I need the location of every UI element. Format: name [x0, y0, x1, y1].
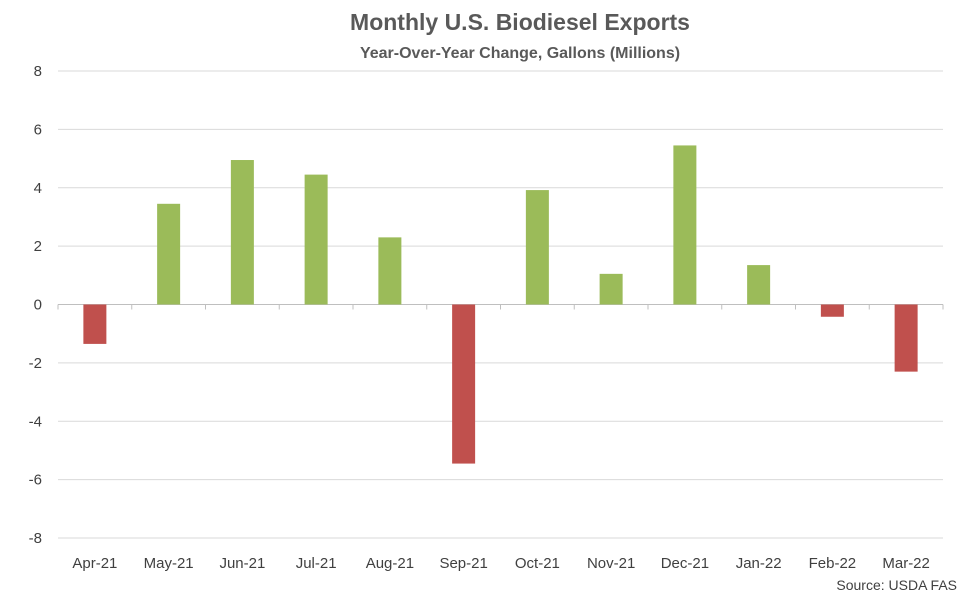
x-tick-label: Nov-21 — [587, 555, 635, 572]
chart-subtitle: Year-Over-Year Change, Gallons (Millions… — [360, 45, 680, 62]
bar-nov-21 — [599, 273, 623, 305]
x-tick-label: May-21 — [144, 555, 194, 572]
bar-aug-21 — [378, 237, 402, 305]
x-tick-label: Aug-21 — [366, 555, 414, 572]
x-tick-label: Oct-21 — [515, 555, 560, 572]
bar-jun-21 — [230, 160, 254, 305]
x-tick-label: Sep-21 — [439, 555, 487, 572]
x-tick-label: Jan-22 — [736, 555, 782, 572]
bar-oct-21 — [525, 190, 549, 305]
y-axis-ticks: 8 6 4 2 0 -2 -4 -6 -8 — [29, 63, 42, 547]
bar-apr-21 — [83, 304, 107, 344]
x-tick-label: Jul-21 — [296, 555, 337, 572]
bar-mar-22 — [894, 304, 918, 372]
y-tick-label: 8 — [34, 63, 42, 80]
chart-title: Monthly U.S. Biodiesel Exports — [350, 9, 690, 35]
source-note: Source: USDA FAS — [836, 577, 957, 593]
bar-may-21 — [157, 203, 181, 305]
x-tick-label: Feb-22 — [809, 555, 857, 572]
bar-dec-21 — [673, 145, 697, 305]
bar-feb-22 — [820, 304, 844, 317]
y-tick-label: 4 — [34, 180, 42, 197]
y-tick-label: 2 — [34, 238, 42, 255]
x-tick-label: Jun-21 — [219, 555, 265, 572]
x-tick-label: Dec-21 — [661, 555, 709, 572]
x-tick-label: Apr-21 — [72, 555, 117, 572]
y-tick-label: -6 — [29, 472, 42, 489]
gridlines — [57, 70, 944, 539]
y-tick-label: 0 — [34, 297, 42, 314]
bar-jan-22 — [747, 265, 771, 305]
x-tick-label: Mar-22 — [882, 555, 930, 572]
y-tick-label: -4 — [29, 413, 42, 430]
bar-sep-21 — [452, 304, 476, 464]
y-tick-label: -2 — [29, 355, 42, 372]
y-tick-label: -8 — [29, 530, 42, 547]
bars — [83, 145, 918, 464]
bar-jul-21 — [304, 174, 328, 305]
x-axis-ticks: Apr-21 May-21 Jun-21 Jul-21 Aug-21 Sep-21 Oct-… — [72, 555, 930, 572]
y-tick-label: 6 — [34, 121, 42, 138]
